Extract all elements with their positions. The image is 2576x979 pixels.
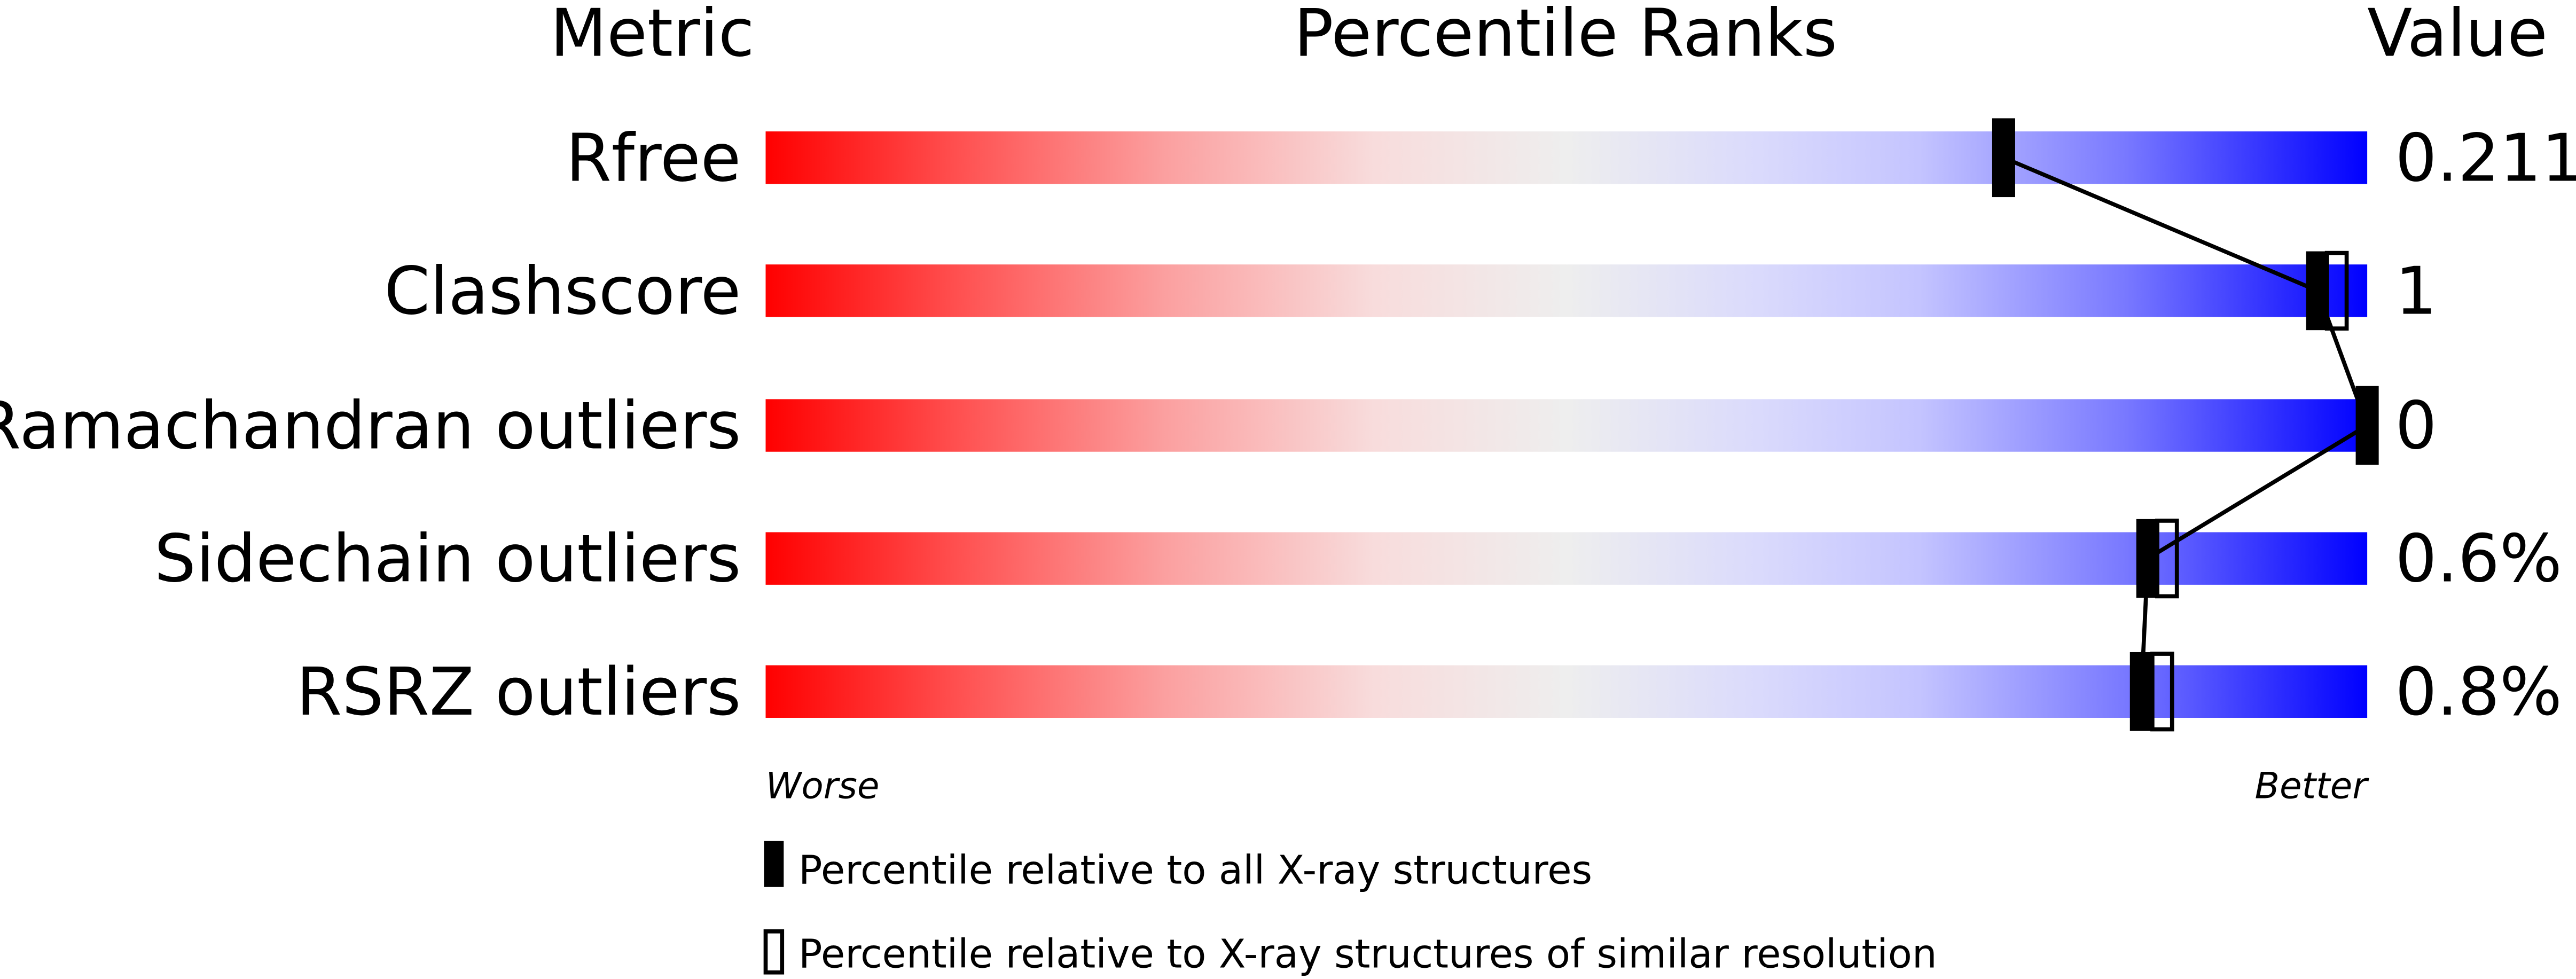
percentile-bar — [765, 264, 2368, 317]
marker-all-structures — [1992, 118, 2015, 198]
legend-filled-marker-icon — [764, 841, 784, 887]
marker-all-structures — [2355, 386, 2379, 465]
legend-open-marker-icon — [763, 929, 785, 975]
marker-all-structures — [2129, 652, 2153, 731]
connector-line — [2147, 424, 2369, 560]
legend-label-all: Percentile relative to all X-ray structu… — [798, 848, 1592, 894]
metric-label: Ramachandran outliers — [0, 388, 741, 465]
marker-all-structures — [2306, 251, 2329, 331]
legend-label-similar: Percentile relative to X-ray structures … — [798, 931, 1937, 977]
metric-value: 0.8% — [2395, 654, 2562, 731]
metric-label: Rfree — [566, 120, 741, 197]
header-value: Value — [2367, 0, 2548, 72]
metric-value: 0 — [2395, 388, 2437, 465]
percentile-bar — [765, 665, 2368, 718]
axis-label-worse: Worse — [765, 765, 879, 807]
marker-all-structures — [2136, 519, 2159, 598]
header-metric: Metric — [550, 0, 754, 72]
metric-value: 1 — [2395, 253, 2437, 330]
connector-line — [2002, 155, 2319, 293]
metric-label: Clashscore — [384, 253, 741, 330]
metric-value: 0.6% — [2395, 521, 2562, 598]
percentile-bar — [765, 399, 2368, 452]
metric-label: Sidechain outliers — [154, 521, 741, 598]
axis-label-better: Better — [2255, 765, 2370, 807]
header-percentile-ranks: Percentile Ranks — [1294, 0, 1837, 72]
percentile-bar — [765, 532, 2368, 585]
metric-label: RSRZ outliers — [296, 654, 741, 731]
metric-value: 0.211 — [2395, 120, 2576, 197]
percentile-bar — [765, 131, 2368, 184]
